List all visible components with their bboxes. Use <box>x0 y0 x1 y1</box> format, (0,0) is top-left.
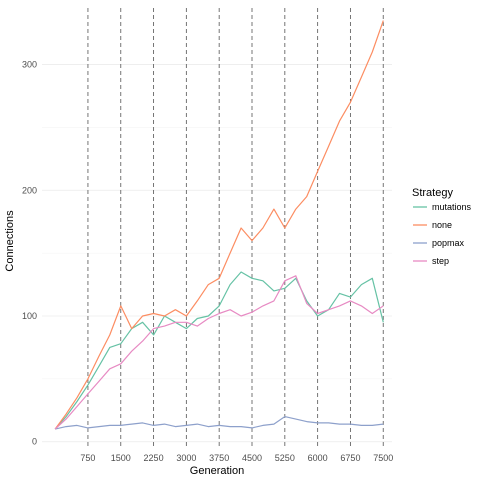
x-tick-label: 5250 <box>275 453 295 463</box>
series-line-step <box>54 275 384 430</box>
reference-lines <box>87 8 384 448</box>
x-tick-label: 1500 <box>111 453 131 463</box>
x-tick-label: 3750 <box>209 453 229 463</box>
legend-label-mutations: mutations <box>432 202 472 212</box>
x-tick-label: 3000 <box>176 453 196 463</box>
y-tick-label: 300 <box>22 60 37 70</box>
x-tick-labels: 750 1500 2250 3000 3750 4500 5250 6000 6750 7500 <box>80 453 393 463</box>
legend: Strategy mutations none popmax step <box>412 187 472 266</box>
x-axis-title: Generation <box>190 465 244 477</box>
legend-items: mutations none popmax step <box>413 202 472 266</box>
series-line-popmax <box>54 416 384 430</box>
legend-title: Strategy <box>412 187 453 199</box>
x-tick-label: 6000 <box>308 453 328 463</box>
legend-label-none: none <box>432 220 452 230</box>
y-tick-labels: 0 100 200 300 <box>22 60 37 447</box>
x-tick-label: 7500 <box>373 453 393 463</box>
y-tick-label: 200 <box>22 185 37 195</box>
x-tick-label: 4500 <box>242 453 262 463</box>
x-tick-label: 2250 <box>144 453 164 463</box>
series-lines <box>54 20 384 430</box>
y-tick-label: 100 <box>22 311 37 321</box>
y-axis-title: Connections <box>4 210 16 272</box>
series-line-none <box>54 20 384 430</box>
x-tick-label: 750 <box>80 453 95 463</box>
legend-label-popmax: popmax <box>432 238 465 248</box>
y-tick-label: 0 <box>32 437 37 447</box>
legend-label-step: step <box>432 256 449 266</box>
x-tick-label: 6750 <box>340 453 360 463</box>
